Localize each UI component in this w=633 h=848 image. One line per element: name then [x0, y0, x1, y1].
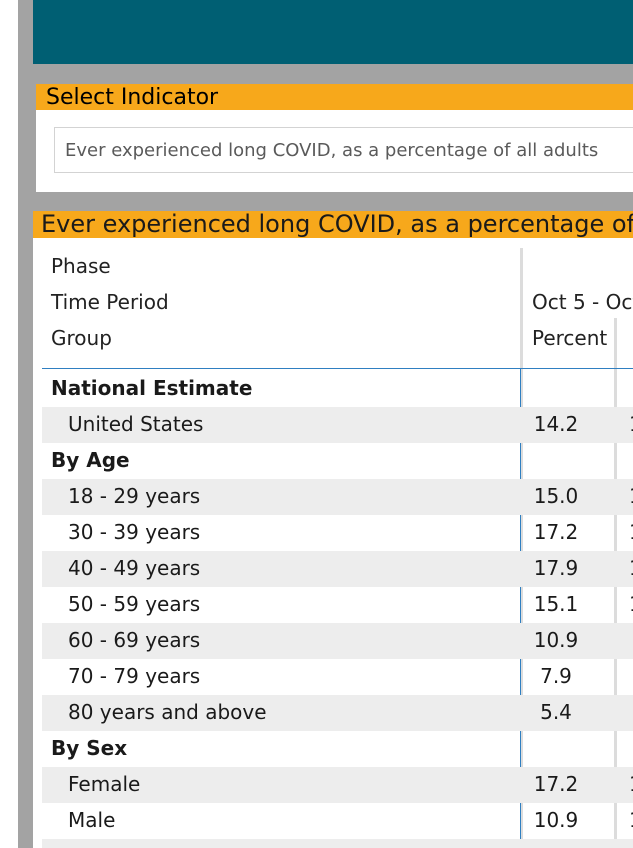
row-label: 40 - 49 years — [68, 556, 201, 580]
table-row[interactable]: 60 - 69 years 10.9 — [42, 623, 633, 659]
table-row[interactable]: United States 14.2 1 — [42, 407, 633, 443]
header-rule — [42, 368, 633, 369]
row-label: 18 - 29 years — [68, 484, 201, 508]
header-group: Group — [51, 326, 112, 350]
table-row[interactable]: 40 - 49 years 17.9 1 — [42, 551, 633, 587]
row-value: 17.2 — [533, 520, 579, 544]
row-label: National Estimate — [51, 376, 253, 400]
row-next-value: 1 — [629, 556, 633, 580]
indicator-title: Select Indicator — [46, 85, 219, 110]
header-percent: Percent — [532, 326, 608, 350]
row-value: 17.2 — [533, 772, 579, 796]
table-row[interactable]: 30 - 39 years 17.2 1 — [42, 515, 633, 551]
row-label: Female — [68, 772, 141, 796]
column-divider-highlight — [520, 368, 521, 848]
table-row[interactable]: 70 - 79 years 7.9 — [42, 659, 633, 695]
table-row[interactable]: 50 - 59 years 15.1 1 — [42, 587, 633, 623]
row-label: By Sex — [51, 736, 128, 760]
row-value: 10.9 — [533, 628, 579, 652]
row-next-value: 1 — [629, 592, 633, 616]
row-label: Male — [68, 808, 116, 832]
table-row[interactable]: Male 10.9 1 — [42, 803, 633, 839]
row-value: 15.1 — [533, 592, 579, 616]
table-row[interactable]: National Estimate — [42, 371, 633, 407]
table-title-bar: Ever experienced long COVID, as a percen… — [33, 211, 633, 238]
time-period-value: Oct 5 - Oct 17, 2022 — [532, 290, 633, 314]
row-label: By Age — [51, 448, 130, 472]
row-label: 60 - 69 years — [68, 628, 201, 652]
table-row[interactable]: Female 17.2 1 — [42, 767, 633, 803]
row-label: United States — [68, 412, 204, 436]
indicator-header: Select Indicator — [36, 84, 633, 110]
row-next-value: 1 — [629, 484, 633, 508]
row-value: 5.4 — [540, 700, 572, 724]
table-row[interactable] — [42, 839, 633, 848]
row-next-value: 1 — [629, 772, 633, 796]
indicator-dropdown[interactable]: Ever experienced long COVID, as a percen… — [54, 127, 633, 173]
row-label: 50 - 59 years — [68, 592, 201, 616]
table-row[interactable]: By Sex — [42, 731, 633, 767]
row-value: 7.9 — [540, 664, 572, 688]
row-value: 15.0 — [533, 484, 579, 508]
table-body: National Estimate United States 14.2 1 B… — [42, 371, 633, 848]
table-row[interactable]: 18 - 29 years 15.0 1 — [42, 479, 633, 515]
page-margin — [0, 0, 18, 848]
row-value: 17.9 — [533, 556, 579, 580]
row-label: 70 - 79 years — [68, 664, 201, 688]
row-next-value: 1 — [629, 808, 633, 832]
row-value: 14.2 — [533, 412, 579, 436]
table-title: Ever experienced long COVID, as a percen… — [41, 211, 633, 238]
row-label: 80 years and above — [68, 700, 267, 724]
indicator-panel: Ever experienced long COVID, as a percen… — [36, 110, 633, 192]
header-time-period: Time Period — [51, 290, 169, 314]
row-next-value: 1 — [629, 412, 633, 436]
column-divider — [520, 248, 523, 848]
header-phase: Phase — [51, 254, 111, 278]
table-row[interactable]: 80 years and above 5.4 — [42, 695, 633, 731]
row-label: 30 - 39 years — [68, 520, 201, 544]
row-value: 10.9 — [533, 808, 579, 832]
indicator-selected-value: Ever experienced long COVID, as a percen… — [65, 140, 599, 161]
header-banner — [33, 0, 633, 64]
row-next-value: 1 — [629, 520, 633, 544]
table-row[interactable]: By Age — [42, 443, 633, 479]
data-table: Phase Time Period Group Oct 5 - Oct 17, … — [33, 238, 633, 848]
